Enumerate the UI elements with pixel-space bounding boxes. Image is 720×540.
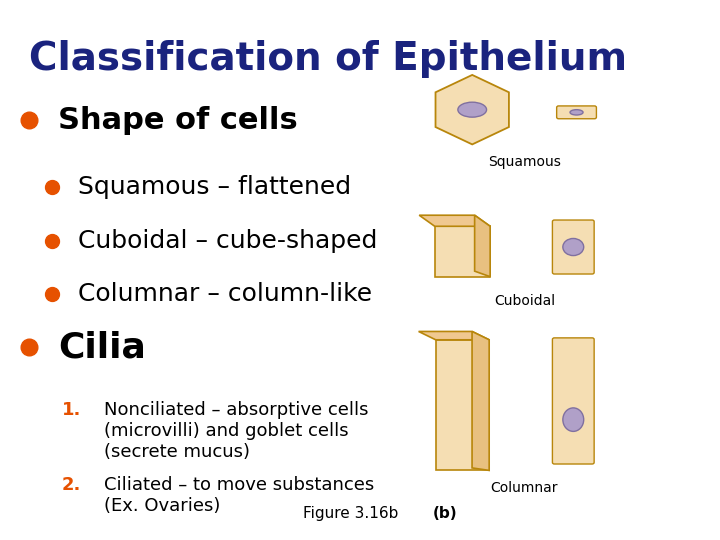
Polygon shape [418,332,489,340]
FancyBboxPatch shape [552,220,594,274]
Text: Shape of cells: Shape of cells [58,106,298,135]
Ellipse shape [570,110,583,115]
Text: Columnar: Columnar [490,481,558,495]
Polygon shape [472,332,489,470]
Polygon shape [436,340,489,470]
Polygon shape [436,75,509,144]
Text: Cuboidal: Cuboidal [494,294,555,308]
Text: Cilia: Cilia [58,330,146,365]
Text: Squamous: Squamous [488,155,561,169]
Text: Columnar – column-like: Columnar – column-like [78,282,372,306]
FancyBboxPatch shape [552,338,594,464]
Text: (b): (b) [433,506,458,521]
Ellipse shape [563,408,584,431]
Text: Figure 3.16b: Figure 3.16b [302,506,398,521]
Polygon shape [474,215,490,276]
Text: Nonciliated – absorptive cells
(microvilli) and goblet cells
(secrete mucus): Nonciliated – absorptive cells (microvil… [104,401,369,461]
Polygon shape [419,215,490,226]
Polygon shape [435,226,490,276]
Text: Ciliated – to move substances
(Ex. Ovaries): Ciliated – to move substances (Ex. Ovari… [104,476,374,515]
Text: 1.: 1. [61,401,81,419]
Text: 2.: 2. [61,476,81,494]
Text: Cuboidal – cube-shaped: Cuboidal – cube-shaped [78,228,377,253]
Ellipse shape [458,102,487,117]
Text: Squamous – flattened: Squamous – flattened [78,175,351,199]
FancyBboxPatch shape [557,106,596,119]
Text: Classification of Epithelium: Classification of Epithelium [29,40,627,78]
Ellipse shape [563,239,584,255]
